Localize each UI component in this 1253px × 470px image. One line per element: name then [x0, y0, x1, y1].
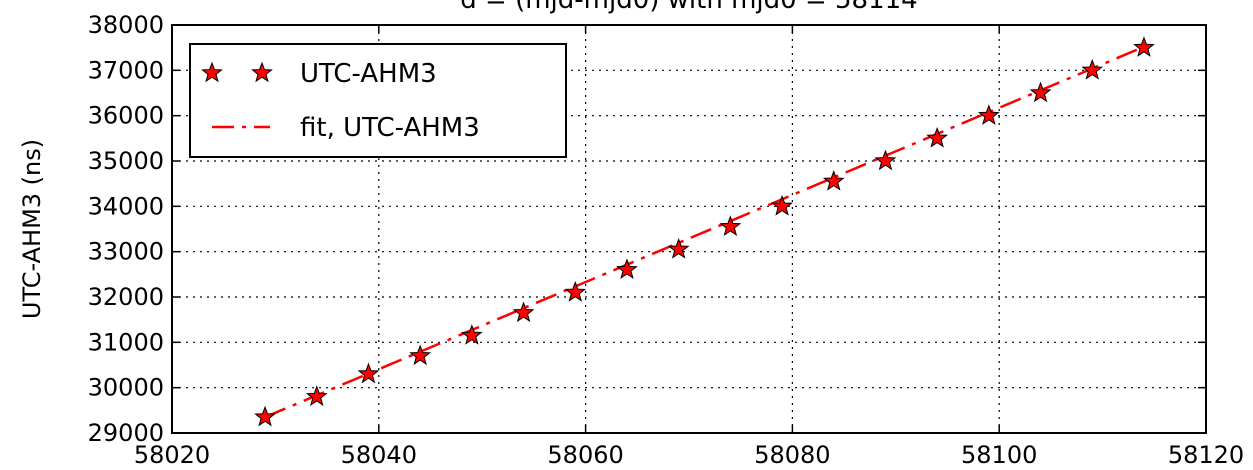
y-tick-label: 38000 — [88, 11, 164, 39]
fit-line — [264, 45, 1145, 419]
y-tick-label: 33000 — [88, 238, 164, 266]
y-tick-label: 37000 — [88, 56, 164, 84]
data-point-star — [409, 344, 432, 366]
legend-star — [201, 61, 223, 83]
data-point-star — [771, 194, 793, 216]
x-tick-label: 58060 — [547, 441, 623, 469]
x-tick-label: 58020 — [134, 441, 210, 469]
legend-star — [251, 61, 273, 83]
y-axis-label: UTC-AHM3 (ns) — [18, 139, 46, 319]
y-tick-label: 35000 — [88, 147, 164, 175]
series-layer — [254, 36, 1155, 427]
legend-box — [189, 43, 567, 158]
data-point-star — [460, 324, 483, 345]
data-point-star — [822, 169, 845, 191]
chart-title: d = (mjd-mjd0) with mjd0 = 58114 — [460, 0, 917, 15]
legend-entry-utc-ahm3: UTC-AHM3 — [300, 59, 437, 89]
data-point-star — [1133, 36, 1155, 57]
data-point-star — [1081, 58, 1104, 80]
y-tick-label: 30000 — [88, 374, 164, 402]
y-tick-label: 29000 — [88, 419, 164, 447]
y-tick-label: 34000 — [88, 192, 164, 220]
data-point-star — [874, 149, 897, 171]
data-point-star — [357, 362, 380, 384]
y-tick-label: 31000 — [88, 328, 164, 356]
data-point-star — [512, 301, 535, 323]
plot-frame — [171, 24, 1207, 434]
data-point-star — [305, 385, 328, 406]
x-tick-label: 58120 — [1168, 441, 1244, 469]
data-point-star — [254, 405, 276, 427]
x-tick-label: 58040 — [341, 441, 417, 469]
data-point-star — [926, 126, 949, 148]
x-tick-label: 58100 — [961, 441, 1037, 469]
y-tick-label: 32000 — [88, 283, 164, 311]
data-point-star — [719, 215, 742, 236]
data-point-star — [667, 237, 690, 259]
x-tick-label: 58080 — [754, 441, 830, 469]
legend-marker-star — [201, 61, 273, 83]
grid — [172, 25, 1206, 433]
y-tick-label: 36000 — [88, 102, 164, 130]
data-point-star — [1029, 81, 1052, 103]
data-point-star — [564, 281, 587, 302]
legend: UTC-AHM3 fit, UTC-AHM3 — [189, 43, 567, 158]
legend-entry-fit: fit, UTC-AHM3 — [300, 113, 480, 143]
data-point-star — [616, 258, 638, 280]
data-point-star — [977, 104, 1000, 125]
ticks: 58020 58040 58060 58080 58100 58120 29000 30000… — [88, 11, 1245, 469]
